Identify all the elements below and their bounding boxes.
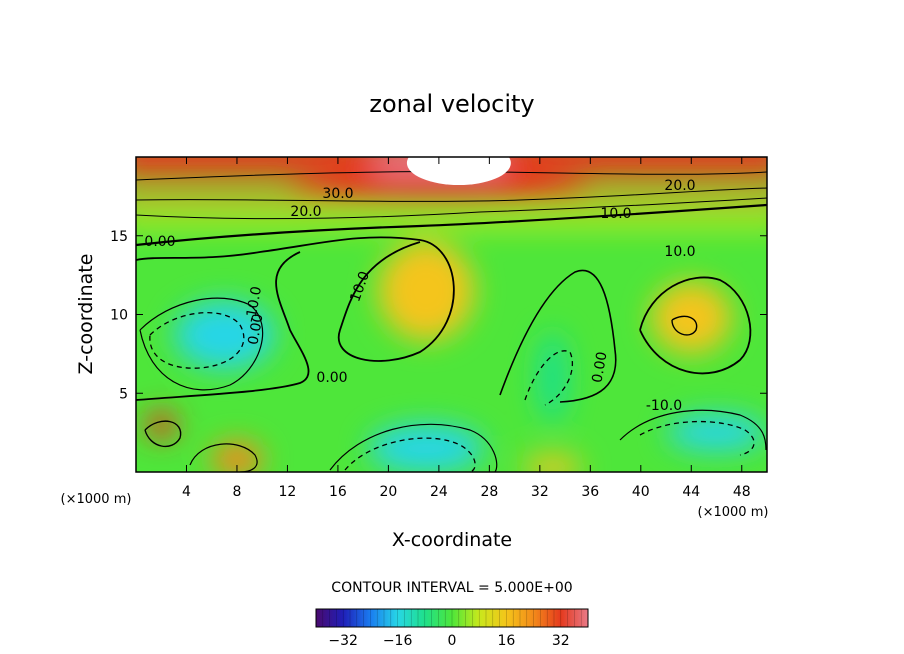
contour-lines	[136, 171, 767, 472]
contour-label: -10.0	[646, 398, 682, 414]
contour-label: 0.00	[245, 313, 266, 346]
field-feature-east-minimum	[666, 414, 767, 451]
y-axis: 5 10 15	[110, 229, 767, 402]
contour-line-3	[136, 251, 310, 401]
contour-line-14	[671, 315, 698, 336]
x-unit-label: (×1000 m)	[698, 505, 769, 520]
contour-label: 10.0	[664, 244, 695, 260]
field-feature-upper-jet	[288, 174, 589, 203]
field-saturated-core	[406, 157, 511, 185]
colorbar-bar	[315, 608, 589, 628]
contour-interval: CONTOUR INTERVAL = 5.000E+00	[331, 580, 572, 596]
contour-line-13	[189, 443, 258, 472]
colorbar-tick-label: −32	[328, 633, 358, 649]
x-tick-label: 36	[581, 484, 599, 500]
x-tick-label: 16	[329, 484, 347, 500]
x-tick-label: 20	[379, 484, 397, 500]
field-feature-bottom-maximum	[522, 455, 583, 472]
contour-label: 20.0	[290, 204, 321, 220]
contour-line-4	[499, 269, 617, 403]
field-feature-lower-maximum	[210, 441, 263, 472]
colorbar-ticks: −32 −16 0 16 32	[315, 609, 589, 649]
x-tick-label: 8	[232, 484, 241, 500]
colorbar-tick-label: 0	[448, 633, 457, 649]
contour-line-negative-3	[639, 420, 755, 456]
contour-line-7	[329, 423, 498, 472]
contour-label: -10.0	[243, 285, 265, 323]
contour-label: 0.00	[144, 234, 175, 250]
y-tick-label: 5	[119, 386, 128, 402]
contour-label: 20.0	[664, 178, 695, 194]
value-field	[136, 157, 767, 472]
colorbar-tick-label: 32	[552, 633, 570, 649]
contour-label: 10.0	[600, 206, 631, 222]
x-axis-label: X-coordinate	[392, 529, 512, 551]
field-band-mid	[136, 213, 767, 228]
field-feature-west-minimum	[174, 300, 275, 369]
field-feature-lower-minimum	[368, 424, 485, 472]
contour-line-5	[639, 276, 752, 375]
x-tick-label: 32	[531, 484, 549, 500]
x-tick-label: 28	[480, 484, 498, 500]
y-unit-label: (×1000 m)	[61, 492, 132, 507]
x-tick-label: 12	[279, 484, 297, 500]
x-axis: 4 8 12 16 20 24 28 32 36 40 44 48	[182, 157, 751, 500]
x-tick-label: 48	[733, 484, 751, 500]
contour-label: 0.00	[589, 351, 610, 384]
field-feature-center-minimum	[536, 331, 569, 424]
contour-line-12	[144, 420, 182, 448]
plot-area	[136, 157, 767, 472]
contour-label: 30.0	[322, 186, 353, 202]
contour-line-2	[136, 236, 455, 362]
y-axis-label: Z-coordinate	[75, 254, 97, 375]
y-tick-label: 10	[110, 308, 128, 324]
contour-line-11	[136, 197, 767, 220]
contour-line-1	[136, 203, 767, 247]
chart-title: zonal velocity	[369, 90, 534, 118]
x-tick-label: 40	[632, 484, 650, 500]
colorbar: −32 −16 0 16 32	[315, 608, 589, 649]
contour-line-10	[136, 187, 767, 202]
contour-line-8	[619, 409, 767, 451]
x-tick-label: 44	[682, 484, 700, 500]
contour-line-negative-2	[344, 437, 476, 472]
x-tick-label: 4	[182, 484, 191, 500]
contour-line-6	[139, 297, 264, 391]
field-feature-lower-left-maximum	[145, 410, 178, 439]
colorbar-tick-label: 16	[497, 633, 515, 649]
colorbar-tick-label: −16	[383, 633, 413, 649]
x-tick-label: 24	[430, 484, 448, 500]
y-tick-label: 15	[110, 229, 128, 245]
contour-line-negative-1	[149, 312, 245, 369]
contour-label: 0.00	[316, 370, 347, 386]
field-feature-mid-maximum	[378, 240, 475, 341]
